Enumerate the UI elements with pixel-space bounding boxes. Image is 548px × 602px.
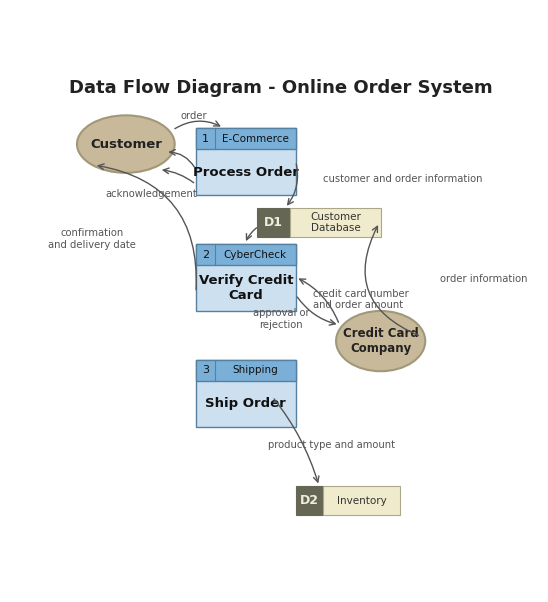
Ellipse shape [77,116,175,173]
Text: 2: 2 [202,249,209,259]
Text: D2: D2 [300,494,319,507]
Text: credit card number
and order amount: credit card number and order amount [313,288,408,310]
Ellipse shape [336,311,425,371]
Text: Shipping: Shipping [232,365,278,376]
Text: 3: 3 [202,365,209,376]
Text: D1: D1 [264,216,283,229]
FancyBboxPatch shape [196,128,296,195]
Text: Process Order: Process Order [193,166,299,179]
Text: acknowledgement: acknowledgement [105,188,197,199]
Text: order: order [180,111,207,121]
FancyBboxPatch shape [196,244,296,265]
Text: product type and amount: product type and amount [268,441,395,450]
Text: Data Flow Diagram - Online Order System: Data Flow Diagram - Online Order System [69,79,493,98]
Text: Ship Order: Ship Order [206,397,286,411]
Text: 1: 1 [202,134,209,144]
FancyBboxPatch shape [290,208,381,237]
Text: Verify Credit
Card: Verify Credit Card [198,274,293,302]
FancyBboxPatch shape [258,208,290,237]
Text: Customer
Database: Customer Database [310,212,361,233]
Text: confirmation
and delivery date: confirmation and delivery date [48,228,136,250]
Text: customer and order information: customer and order information [323,174,483,184]
FancyBboxPatch shape [196,244,296,311]
Text: E-Commerce: E-Commerce [222,134,289,144]
FancyBboxPatch shape [196,128,296,149]
FancyBboxPatch shape [296,486,323,515]
Text: CyberCheck: CyberCheck [224,249,287,259]
FancyBboxPatch shape [196,359,296,381]
FancyBboxPatch shape [196,359,296,427]
Text: Inventory: Inventory [336,495,386,506]
FancyBboxPatch shape [323,486,400,515]
Text: approval or
rejection: approval or rejection [253,308,309,330]
Text: Customer: Customer [90,138,162,150]
Text: Credit Card
Company: Credit Card Company [343,327,419,355]
Text: order information: order information [440,273,528,284]
